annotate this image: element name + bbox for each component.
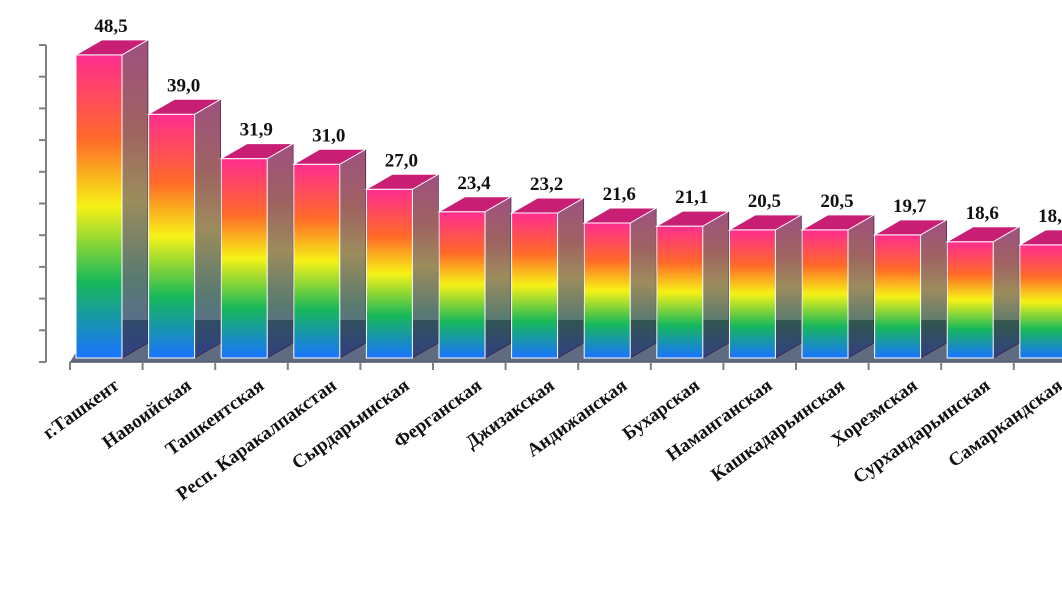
value-label: 31,9 bbox=[240, 120, 273, 141]
bar bbox=[437, 196, 513, 359]
bar-front bbox=[365, 188, 413, 359]
bar-side-shade bbox=[775, 214, 802, 358]
bar-top bbox=[727, 214, 804, 231]
bar-top bbox=[654, 210, 731, 227]
bar-top bbox=[364, 173, 441, 190]
bar-top bbox=[945, 226, 1022, 243]
bar-top bbox=[219, 143, 296, 160]
bar bbox=[582, 207, 659, 359]
bar-front bbox=[293, 163, 341, 359]
category-label: Сурхандарьинская bbox=[850, 375, 995, 488]
bar bbox=[74, 39, 150, 359]
bar-side-shade bbox=[993, 226, 1020, 358]
bar-front bbox=[583, 222, 631, 359]
value-label: 19,7 bbox=[893, 196, 927, 217]
bar-top bbox=[437, 196, 513, 213]
bar-front bbox=[438, 211, 486, 359]
value-label: 23,4 bbox=[457, 173, 491, 194]
bar-top bbox=[800, 214, 876, 231]
bar-front bbox=[1019, 244, 1062, 359]
bar-top bbox=[509, 197, 586, 214]
value-label: 23,2 bbox=[530, 174, 563, 195]
bar bbox=[364, 173, 441, 359]
value-label: 20,5 bbox=[820, 191, 853, 212]
bar-front bbox=[656, 225, 704, 359]
value-label: 48,5 bbox=[94, 16, 127, 37]
bar-side-shade bbox=[702, 211, 729, 358]
bar-top bbox=[74, 39, 150, 56]
bar bbox=[1017, 229, 1062, 359]
bar bbox=[945, 226, 1022, 359]
value-label: 18,6 bbox=[966, 203, 999, 224]
value-labels: 48,5 39,0 31,9 31,0 27,0 23,4 23,2 21,6 21,1 20,5… bbox=[94, 16, 1062, 227]
value-label: 18,1 bbox=[1038, 206, 1062, 227]
bar-top bbox=[1017, 229, 1062, 246]
bar-side-shade bbox=[848, 214, 874, 358]
bars bbox=[74, 39, 1062, 359]
bar bbox=[800, 214, 876, 359]
bar bbox=[291, 148, 368, 359]
bar-side-shade bbox=[122, 39, 148, 358]
bar-front bbox=[801, 229, 849, 359]
bar-top bbox=[291, 148, 368, 165]
bar bbox=[509, 197, 586, 359]
bar-side-shade bbox=[339, 149, 366, 358]
bar-front bbox=[511, 212, 559, 359]
bar bbox=[654, 210, 731, 359]
value-label: 31,0 bbox=[312, 125, 345, 146]
bar bbox=[146, 98, 223, 359]
bar-top bbox=[872, 219, 949, 236]
bar-side-shade bbox=[557, 198, 584, 358]
bar-front bbox=[728, 229, 776, 359]
value-label: 39,0 bbox=[167, 75, 200, 96]
bar-side-shade bbox=[630, 208, 657, 358]
value-label: 27,0 bbox=[385, 150, 418, 171]
bar bbox=[219, 143, 296, 359]
bar-side-shade bbox=[412, 174, 439, 358]
bar bbox=[727, 214, 804, 359]
bar-front bbox=[220, 158, 268, 359]
bar-front bbox=[75, 54, 123, 359]
value-label: 20,5 bbox=[748, 191, 781, 212]
bar-side-shade bbox=[485, 196, 511, 358]
bar-front bbox=[874, 234, 922, 359]
bar-side-shade bbox=[267, 143, 294, 358]
bar-top bbox=[582, 207, 659, 224]
category-label: Кашкадарьинская bbox=[707, 375, 849, 486]
bar-side-shade bbox=[194, 99, 221, 358]
bar-side-shade bbox=[920, 219, 947, 358]
bar bbox=[872, 219, 949, 359]
bar-front bbox=[946, 241, 994, 359]
value-label: 21,6 bbox=[603, 184, 636, 205]
value-label: 21,1 bbox=[675, 187, 708, 208]
bar-top bbox=[146, 98, 223, 115]
bar-front bbox=[148, 113, 196, 359]
